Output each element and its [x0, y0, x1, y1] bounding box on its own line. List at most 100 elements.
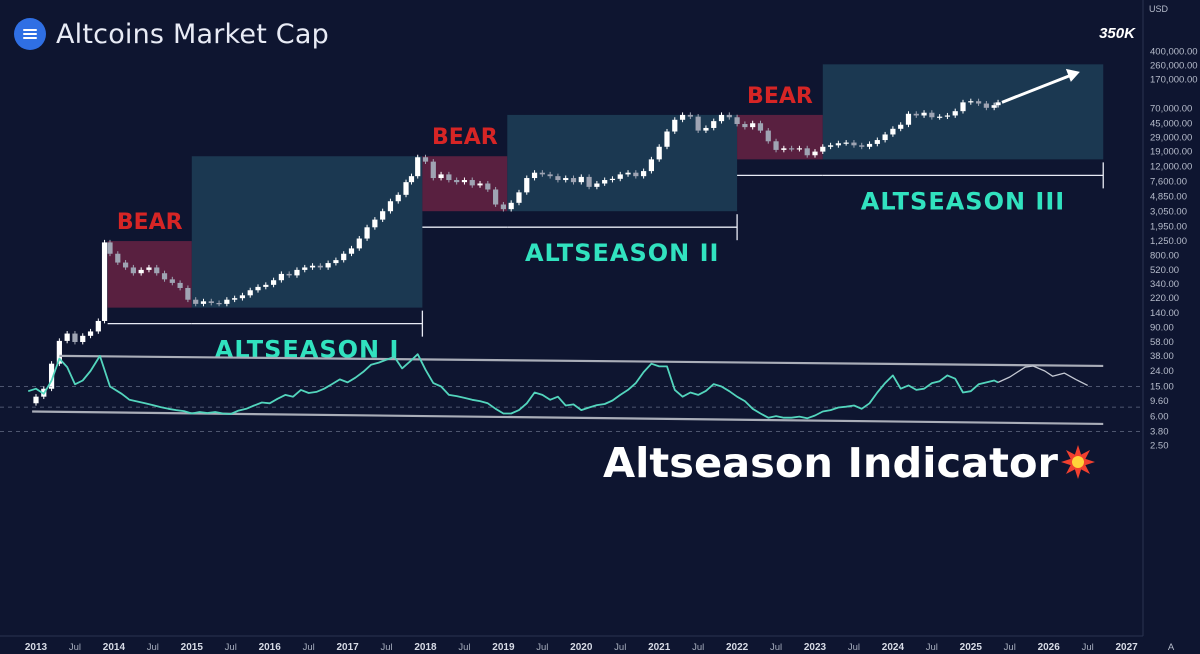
candle	[711, 121, 717, 128]
candle	[438, 174, 444, 179]
candle	[594, 183, 600, 187]
candle	[270, 280, 277, 285]
y-tick-label: 340.00	[1150, 279, 1179, 290]
candle	[975, 101, 982, 104]
candle	[944, 115, 951, 117]
y-tick-label: 4,850.00	[1150, 191, 1187, 202]
candle	[827, 145, 834, 147]
candle	[161, 273, 168, 280]
candle	[200, 301, 207, 304]
trend-line	[59, 354, 1104, 368]
candle	[72, 333, 78, 343]
candle	[820, 146, 826, 152]
candle	[302, 267, 308, 270]
candle	[122, 262, 129, 268]
y-tick-label: 15.00	[1150, 381, 1174, 392]
candle	[255, 286, 261, 291]
candle	[555, 176, 561, 181]
candle	[508, 202, 514, 210]
candle	[317, 265, 323, 268]
candle	[687, 114, 693, 117]
candle	[882, 134, 888, 141]
y-tick-label: 400,000.00	[1150, 46, 1198, 57]
altcoins-logo-icon	[14, 18, 46, 50]
candle	[101, 242, 108, 321]
candle	[87, 331, 94, 336]
candle	[563, 178, 569, 181]
candle	[859, 145, 865, 147]
candle	[765, 130, 771, 142]
candle	[874, 140, 880, 144]
candle	[325, 263, 331, 268]
candle	[672, 119, 678, 132]
candle	[430, 161, 436, 179]
candle	[547, 174, 553, 177]
x-tick-label: 2019	[492, 642, 515, 653]
candle	[278, 273, 284, 281]
candle	[356, 238, 362, 249]
candle	[539, 172, 545, 175]
candle	[929, 112, 935, 118]
candle	[898, 124, 904, 129]
candle	[333, 260, 339, 264]
x-tick-label: 2018	[414, 642, 437, 653]
x-tick-label: 2024	[882, 642, 905, 653]
candle	[247, 290, 253, 296]
candle	[726, 114, 732, 118]
candle	[208, 301, 214, 303]
candle	[750, 123, 756, 128]
target-arrow-head	[1065, 68, 1080, 82]
candle	[995, 102, 1001, 106]
candles-layer	[33, 98, 1001, 406]
candle	[33, 396, 39, 404]
x-tick-label: 2017	[336, 642, 359, 653]
candle	[796, 148, 803, 150]
x-axis-background	[0, 636, 1143, 654]
target-label: 350K	[1099, 25, 1136, 42]
candle	[524, 178, 530, 193]
x-tick-label: Jul	[303, 642, 315, 653]
indicator-headline: Altseason Indicator	[603, 439, 1059, 487]
y-tick-label: 140.00	[1150, 308, 1179, 319]
candle	[656, 146, 662, 160]
candle	[403, 182, 409, 195]
bear-label: BEAR	[432, 125, 498, 150]
trend-line	[32, 410, 1104, 426]
candle	[395, 194, 401, 202]
candle	[422, 157, 429, 162]
candle	[866, 143, 873, 147]
y-axis: USD 400,000.00 260,000.00 170,000.00 70,000.…	[1142, 0, 1200, 654]
candle	[516, 192, 522, 203]
x-tick-label: Jul	[458, 642, 470, 653]
x-tick-label: Jul	[848, 642, 860, 653]
currency-label: USD	[1149, 4, 1169, 14]
y-tick-label: 24.00	[1150, 366, 1174, 377]
bear-zone	[737, 114, 823, 160]
altseason-zone	[191, 156, 423, 308]
x-tick-label: Jul	[380, 642, 392, 653]
candle	[570, 178, 577, 183]
x-tick-label: 2026	[1038, 642, 1061, 653]
candle	[294, 269, 300, 276]
y-tick-label: 170,000.00	[1150, 75, 1198, 86]
candle	[138, 269, 144, 274]
y-tick-label: 3,050.00	[1150, 207, 1187, 218]
candle	[633, 172, 639, 177]
x-tick-label: Jul	[926, 642, 938, 653]
candle	[380, 211, 386, 220]
altseason-zone	[507, 114, 738, 212]
candle	[224, 299, 230, 304]
y-tick-label: 6.00	[1150, 412, 1169, 423]
candle	[773, 141, 779, 150]
x-tick-label: Jul	[69, 642, 81, 653]
candle	[348, 248, 355, 254]
candle	[578, 176, 584, 183]
candle	[48, 363, 55, 389]
y-tick-label: 800.00	[1150, 251, 1179, 262]
candle	[960, 102, 966, 112]
candle	[107, 242, 113, 254]
candle	[641, 171, 647, 177]
candle	[239, 295, 246, 299]
bear-label: BEAR	[747, 84, 813, 109]
y-tick-label: 58.00	[1150, 337, 1174, 348]
